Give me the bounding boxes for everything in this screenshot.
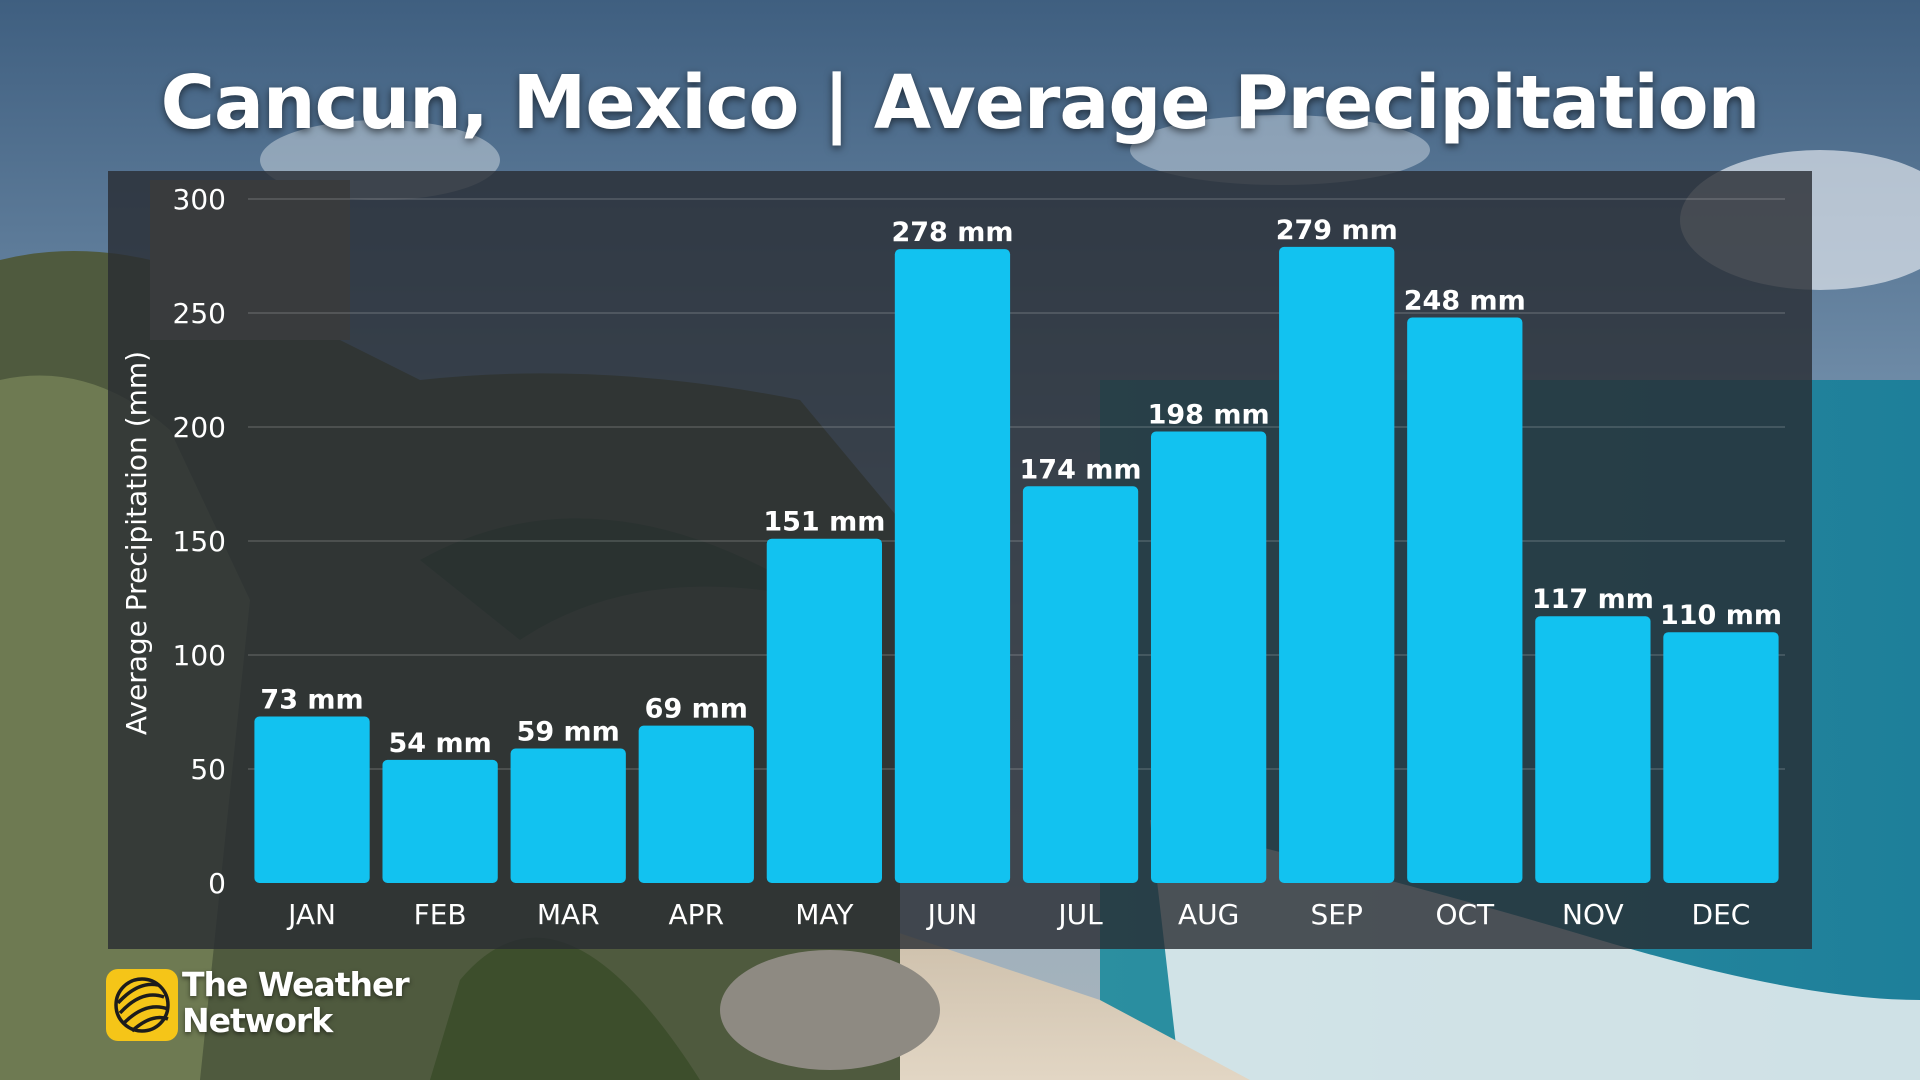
data-label: 278 mm	[891, 217, 1013, 248]
y-tick-label: 100	[173, 639, 226, 672]
bar-chart: 0 50 100 150 200 250 300 Average Precipitation…	[120, 183, 1785, 931]
x-tick-label: NOV	[1562, 898, 1624, 931]
bar-dec	[1663, 632, 1779, 883]
y-axis-label: Average Precipitation (mm)	[120, 351, 153, 735]
bar-may	[766, 538, 883, 883]
y-tick-label: 200	[173, 411, 226, 444]
data-label: 198 mm	[1148, 400, 1270, 431]
data-label: 54 mm	[389, 728, 492, 759]
data-label: 151 mm	[763, 507, 885, 538]
chart-title: Cancun, Mexico | Average Precipitation	[160, 60, 1761, 146]
data-label: 248 mm	[1404, 286, 1526, 317]
the-weather-network-logo: The Weather Network	[106, 965, 426, 1045]
bar-apr	[638, 725, 754, 883]
y-tick-label: 0	[208, 867, 226, 900]
data-label: 110 mm	[1660, 600, 1782, 631]
bar-mar	[510, 748, 626, 883]
x-tick-label: APR	[669, 898, 725, 931]
x-tick-label: MAY	[795, 898, 854, 931]
data-label: 59 mm	[517, 716, 620, 747]
x-tick-label: FEB	[414, 898, 467, 931]
x-axis-ticks: JAN FEB MAR APR MAY JUN JUL AUG SEP OCT NOV DEC	[286, 898, 1750, 931]
x-tick-label: JAN	[286, 898, 336, 931]
bar-aug	[1150, 431, 1267, 883]
chart-panel: 0 50 100 150 200 250 300 Average Precipitation…	[108, 171, 1812, 949]
grid-lines	[248, 198, 1785, 770]
bar-nov	[1535, 616, 1651, 883]
data-labels: 73 mm 54 mm 59 mm 69 mm 151 mm 278 mm 174 mm19…	[260, 215, 1782, 759]
bars	[254, 246, 1779, 883]
bar-jun	[894, 249, 1011, 883]
x-tick-label: MAR	[537, 898, 600, 931]
bar-sep	[1279, 246, 1395, 883]
y-tick-label: 300	[173, 183, 226, 216]
y-tick-label: 50	[190, 753, 226, 786]
y-axis-ticks: 0 50 100 150 200 250 300	[173, 183, 226, 900]
y-tick-label: 250	[173, 297, 226, 330]
logo-line-2: Network	[182, 1001, 333, 1040]
logo-text: The Weather Network	[182, 965, 410, 1040]
logo-line-1: The Weather	[182, 965, 410, 1004]
weather-network-logo-icon	[106, 969, 178, 1041]
bar-jan	[254, 716, 370, 883]
bar-jul	[1022, 486, 1139, 883]
data-label: 73 mm	[260, 685, 363, 716]
y-tick-label: 150	[173, 525, 226, 558]
bar-feb	[382, 759, 498, 883]
x-tick-label: DEC	[1692, 898, 1751, 931]
x-tick-label: SEP	[1311, 898, 1363, 931]
data-label: 69 mm	[645, 694, 748, 725]
bar-oct	[1407, 317, 1523, 883]
x-tick-label: JUL	[1056, 898, 1103, 931]
data-label: 117 mm	[1532, 584, 1654, 615]
data-label: 279 mm	[1276, 215, 1398, 246]
x-tick-label: OCT	[1435, 898, 1495, 931]
data-label: 174 mm	[1020, 454, 1142, 485]
x-tick-label: JUN	[926, 898, 978, 931]
x-tick-label: AUG	[1178, 898, 1239, 931]
